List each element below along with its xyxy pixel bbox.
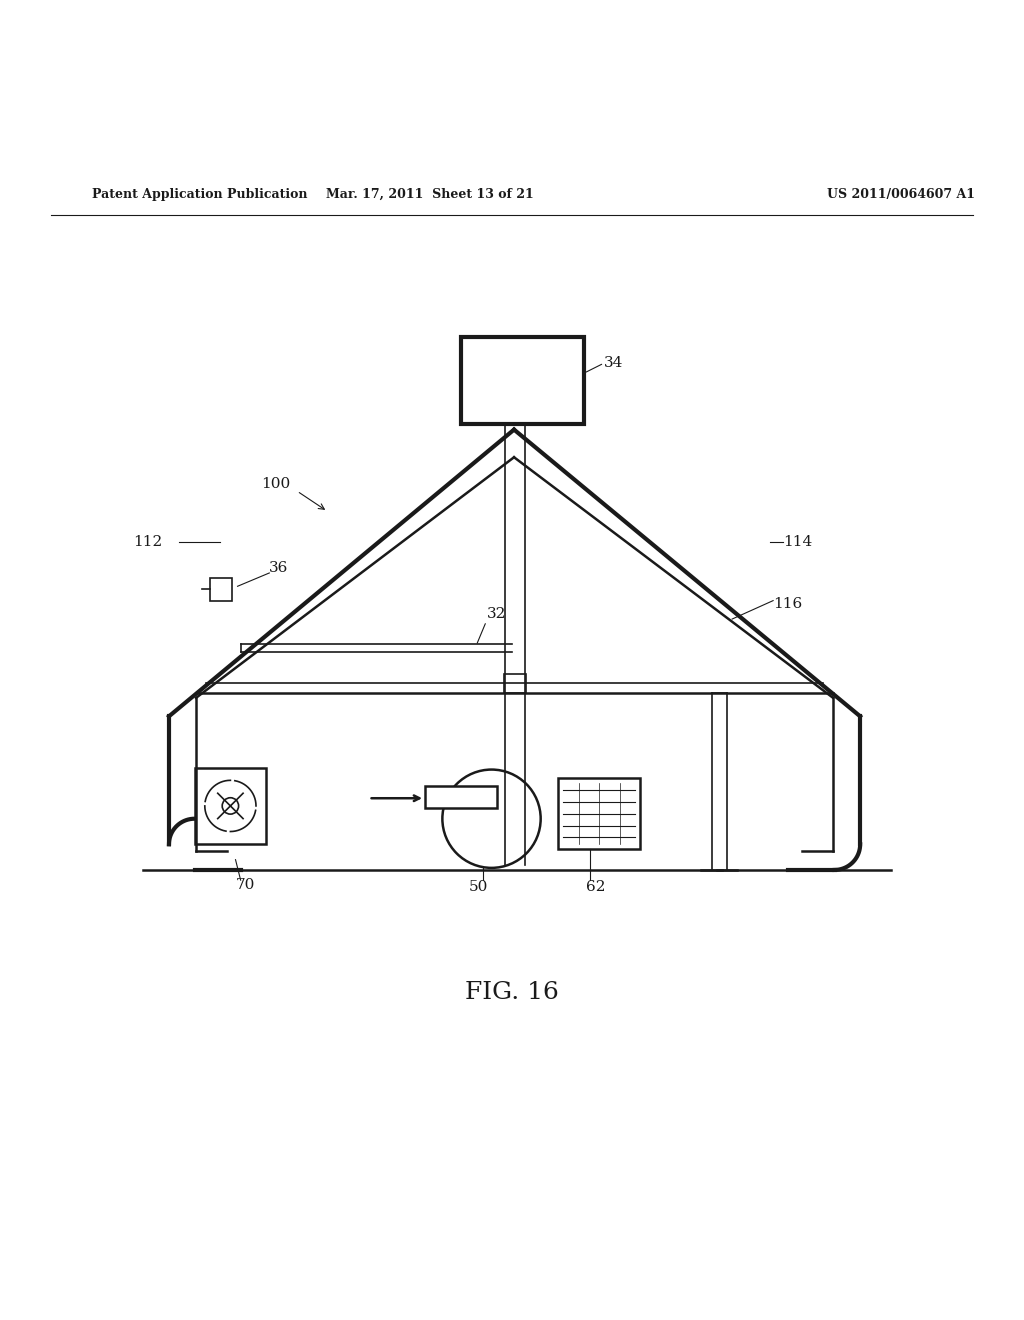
Text: 32: 32 xyxy=(486,607,506,620)
Bar xyxy=(210,578,232,601)
Text: 114: 114 xyxy=(783,535,813,549)
Bar xyxy=(425,785,497,808)
Text: 62: 62 xyxy=(586,880,605,895)
Text: Patent Application Publication: Patent Application Publication xyxy=(92,187,307,201)
Bar xyxy=(504,675,526,693)
Bar xyxy=(558,777,640,850)
Text: 36: 36 xyxy=(269,561,289,574)
Text: 100: 100 xyxy=(261,477,291,491)
Bar xyxy=(195,767,266,845)
Text: 50: 50 xyxy=(469,880,488,895)
Circle shape xyxy=(442,770,541,867)
Text: 112: 112 xyxy=(133,535,163,549)
Text: 34: 34 xyxy=(604,356,624,370)
Bar xyxy=(461,338,584,425)
Text: 70: 70 xyxy=(236,878,255,892)
Text: Mar. 17, 2011  Sheet 13 of 21: Mar. 17, 2011 Sheet 13 of 21 xyxy=(327,187,534,201)
Text: 116: 116 xyxy=(773,597,803,611)
Text: FIG. 16: FIG. 16 xyxy=(465,981,559,1005)
Text: US 2011/0064607 A1: US 2011/0064607 A1 xyxy=(827,187,975,201)
